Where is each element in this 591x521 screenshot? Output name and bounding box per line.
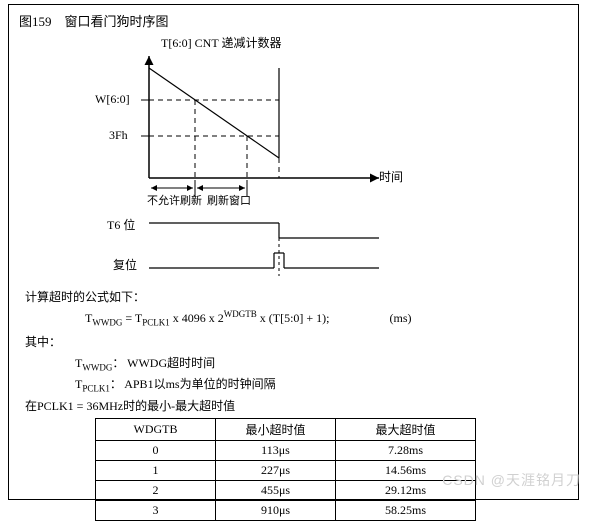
f-tail: x (T[5:0] + 1); (257, 311, 330, 325)
f-pclk-sub: PCLK1 (142, 317, 170, 327)
y-label-w: W[6:0] (95, 92, 130, 107)
table-row: 1 227μs 14.56ms (96, 461, 476, 481)
figure-number: 图159 (19, 14, 52, 29)
region-refresh-window: 刷新窗口 (207, 192, 251, 208)
range-line: 在PCLK1 = 36MHz时的最小-最大超时值 (25, 397, 568, 414)
table-row: 0 113μs 7.28ms (96, 441, 476, 461)
figure-caption: 图159 窗口看门狗时序图 (19, 11, 568, 30)
signal-t6-label: T6 位 (107, 216, 135, 233)
th-min: 最小超时值 (216, 419, 336, 441)
cell-c: 7.28ms (336, 441, 476, 461)
def-twwdg-text: WWDG超时时间 (127, 356, 215, 370)
table-header-row: WDGTB 最小超时值 最大超时值 (96, 419, 476, 441)
cell-a: 0 (96, 441, 216, 461)
th-max: 最大超时值 (336, 419, 476, 441)
f-eq: = T (122, 311, 142, 325)
cell-b: 455μs (216, 481, 336, 501)
where-label: 其中： (25, 333, 568, 350)
def-tpclk: TPCLK1： APB1以ms为单位的时钟间隔 (75, 375, 568, 393)
cell-b: 227μs (216, 461, 336, 481)
f-unit: (ms) (390, 311, 412, 325)
table-row: 2 455μs 29.12ms (96, 481, 476, 501)
figure-title: 窗口看门狗时序图 (65, 14, 169, 29)
chart-svg (79, 48, 399, 278)
signal-reset-label: 复位 (113, 256, 137, 273)
f-mid: x 4096 x 2 (170, 311, 224, 325)
region-no-refresh: 不允许刷新 (147, 192, 202, 208)
cell-a: 2 (96, 481, 216, 501)
formula-expression: TWWDG = TPCLK1 x 4096 x 2WDGTB x (T[5:0]… (85, 309, 568, 327)
watermark: CSDN @天涯铭月刀 (442, 470, 581, 490)
timing-chart: T[6:0] CNT 递减计数器 (79, 34, 429, 284)
cell-a: 1 (96, 461, 216, 481)
definitions: TWWDG： WWDG超时时间 TPCLK1： APB1以ms为单位的时钟间隔 (75, 354, 568, 393)
f-lhs-sub: WWDG (92, 317, 122, 327)
x-label-time: 时间 (379, 168, 403, 185)
page-frame: 图159 窗口看门狗时序图 T[6:0] CNT 递减计数器 (8, 4, 579, 500)
def-tpclk-text: APB1以ms为单位的时钟间隔 (124, 377, 275, 391)
f-exp: WDGTB (224, 309, 257, 319)
cell-b: 113μs (216, 441, 336, 461)
y-label-3fh: 3Fh (109, 128, 128, 143)
timeout-table: WDGTB 最小超时值 最大超时值 0 113μs 7.28ms 1 227μs… (95, 418, 476, 521)
formula-intro: 计算超时的公式如下： (25, 288, 568, 305)
def-twwdg: TWWDG： WWDG超时时间 (75, 354, 568, 372)
th-wdgtb: WDGTB (96, 419, 216, 441)
